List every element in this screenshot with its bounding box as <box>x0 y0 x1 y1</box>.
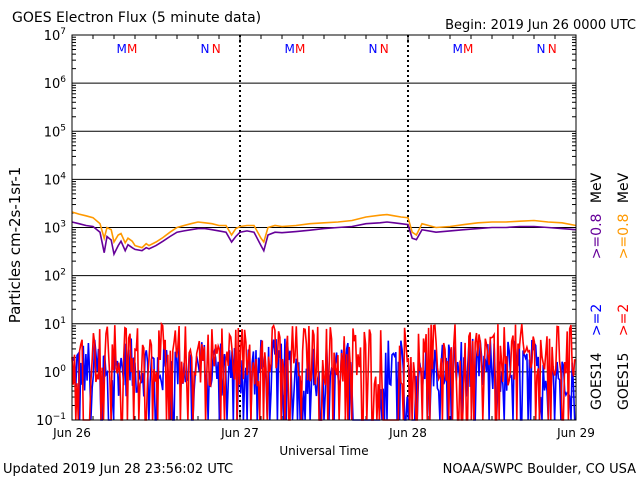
y-tick-label-1e3: 103 <box>44 220 66 237</box>
marker-n-10: N <box>537 42 546 56</box>
begin-label: Begin: 2019 Jun 26 0000 UTC <box>445 18 636 33</box>
marker-n-11: N <box>548 42 557 56</box>
marker-n-3: N <box>212 42 221 56</box>
legend-unit-goes15: MeV <box>616 172 632 203</box>
legend-goes15: GOES15 >=2 >=0.8 MeV <box>616 172 632 410</box>
y-tick-label-1e1: 101 <box>44 316 66 333</box>
y-tick-label-1e2: 102 <box>44 268 66 285</box>
legend-goes14-ge08: >=0.8 <box>589 214 605 260</box>
x-tick-label: Jun 29 <box>556 426 595 440</box>
marker-m-4: M <box>285 42 295 56</box>
marker-n-7: N <box>380 42 389 56</box>
marker-n-2: N <box>201 42 210 56</box>
y-tick-label-1e5: 105 <box>44 123 66 140</box>
x-tick-label: Jun 27 <box>220 426 259 440</box>
y-tick-label-1e4: 104 <box>44 171 67 188</box>
y-axis-label: Particles cm-2s-1sr-1 <box>6 167 24 324</box>
credit-label: NOAA/SWPC Boulder, CO USA <box>443 462 636 477</box>
legend-goes14-ge2: >=2 <box>589 304 605 336</box>
y-tick-label-1e-1: 10−1 <box>36 412 66 429</box>
y-tick-label-1e7: 107 <box>44 27 66 44</box>
legend-goes14: GOES14 >=2 >=0.8 MeV <box>589 172 605 410</box>
legend-unit-goes14: MeV <box>589 172 605 203</box>
marker-m-9: M <box>463 42 473 56</box>
series-line-0 <box>71 211 577 249</box>
legend-goes15-ge08: >=0.8 <box>616 214 632 260</box>
series-goes15-ge2 <box>71 321 576 421</box>
marker-m-0: M <box>117 42 127 56</box>
x-axis-label: Universal Time <box>279 444 368 458</box>
marker-m-5: M <box>295 42 305 56</box>
marker-m-1: M <box>127 42 137 56</box>
legend-goes15-ge2: >=2 <box>616 304 632 336</box>
y-tick-label-1e0: 100 <box>44 364 67 381</box>
x-tick-label: Jun 28 <box>388 426 427 440</box>
chart-title: GOES Electron Flux (5 minute data) <box>12 10 261 26</box>
plot-frame <box>71 34 577 421</box>
y-tick-label-1e6: 106 <box>44 75 67 92</box>
series-line-1 <box>71 221 577 257</box>
marker-m-8: M <box>453 42 463 56</box>
legend-goes15-name: GOES15 <box>616 353 632 410</box>
marker-n-6: N <box>369 42 378 56</box>
plot-area: 10−1 100 101 102 103 104 105 106 107 Jun 26 Jun 27… <box>36 27 595 440</box>
updated-label: Updated 2019 Jun 28 23:56:02 UTC <box>3 462 233 477</box>
legend-goes14-name: GOES14 <box>589 352 605 410</box>
x-tick-label: Jun 26 <box>52 426 91 440</box>
